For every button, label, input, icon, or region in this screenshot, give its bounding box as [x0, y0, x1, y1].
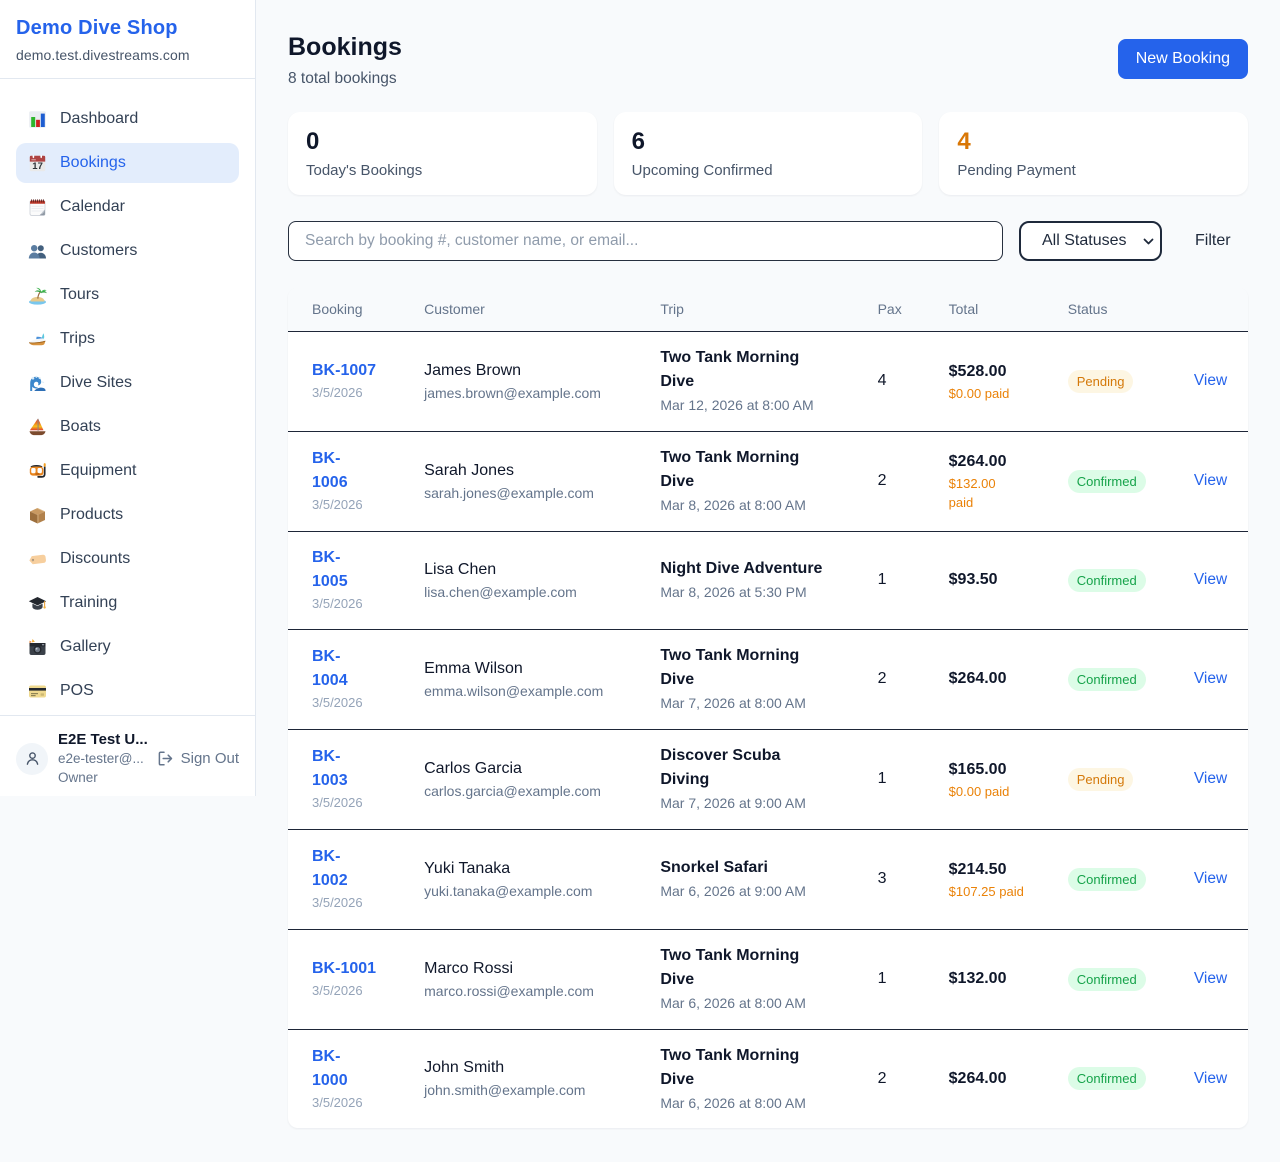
svg-text:17: 17	[32, 161, 43, 172]
